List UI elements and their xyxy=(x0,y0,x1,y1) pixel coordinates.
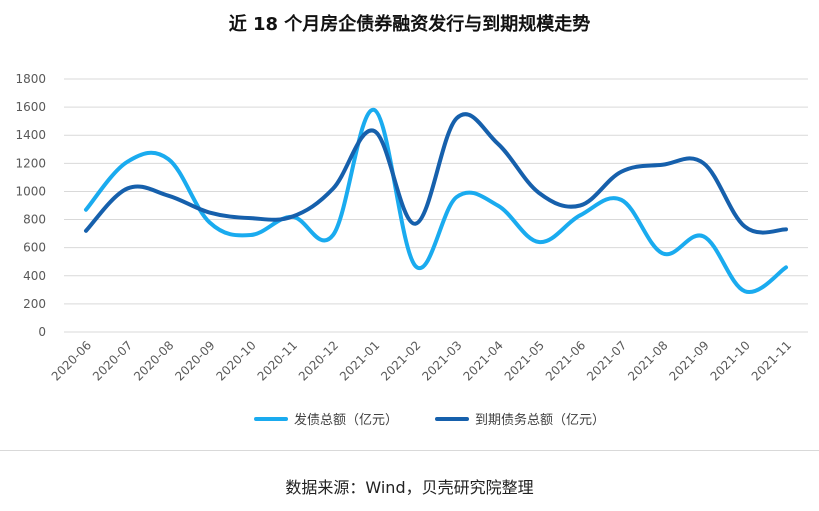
series-line-issue xyxy=(84,107,788,294)
y-tick-label: 1400 xyxy=(15,128,46,142)
x-tick-label: 2021-03 xyxy=(419,338,464,383)
x-tick-label: 2021-08 xyxy=(625,338,670,383)
x-tick-label: 2020-10 xyxy=(213,338,258,383)
x-tick-label: 2021-05 xyxy=(502,338,547,383)
x-tick-label: 2020-06 xyxy=(49,338,94,383)
y-axis-ticks: 0 200 400 600 800 1000 1200 1400 1600 1800 xyxy=(15,72,46,339)
legend-label: 到期债务总额（亿元） xyxy=(475,412,605,428)
series-lines xyxy=(84,107,788,294)
legend: 发债总额（亿元） 到期债务总额（亿元） xyxy=(254,412,605,428)
series-line-maturity xyxy=(84,112,788,235)
legend-label: 发债总额（亿元） xyxy=(294,412,398,428)
y-tick-label: 600 xyxy=(23,241,46,255)
source-note: 数据来源：Wind，贝壳研究院整理 xyxy=(285,478,534,497)
x-tick-label: 2020-09 xyxy=(172,338,217,383)
y-tick-label: 200 xyxy=(23,297,46,311)
x-tick-label: 2020-11 xyxy=(255,338,300,383)
x-tick-label: 2021-01 xyxy=(337,338,382,383)
grid-lines xyxy=(64,78,808,333)
y-tick-label: 0 xyxy=(38,325,46,339)
x-tick-label: 2021-07 xyxy=(584,338,629,383)
y-tick-label: 400 xyxy=(23,269,46,283)
y-tick-label: 1200 xyxy=(15,156,46,170)
x-tick-label: 2020-12 xyxy=(296,338,341,383)
x-tick-label: 2021-11 xyxy=(749,338,794,383)
y-tick-label: 1800 xyxy=(15,72,46,86)
x-tick-label: 2021-10 xyxy=(708,338,753,383)
line-chart: 0 200 400 600 800 1000 1200 1400 1600 1800 2020-0… xyxy=(15,72,808,428)
x-axis-ticks: 2020-062020-072020-082020-092020-102020-… xyxy=(49,338,794,383)
chart-title: 近 18 个月房企债券融资发行与到期规模走势 xyxy=(228,14,591,35)
x-tick-label: 2020-07 xyxy=(90,338,135,383)
x-tick-label: 2021-04 xyxy=(461,338,506,383)
x-tick-label: 2020-08 xyxy=(131,338,176,383)
x-tick-label: 2021-09 xyxy=(666,338,711,383)
y-tick-label: 1600 xyxy=(15,100,46,114)
divider xyxy=(0,450,819,451)
y-tick-label: 800 xyxy=(23,213,46,227)
y-tick-label: 1000 xyxy=(15,184,46,198)
x-tick-label: 2021-06 xyxy=(543,338,588,383)
x-tick-label: 2021-02 xyxy=(378,338,423,383)
